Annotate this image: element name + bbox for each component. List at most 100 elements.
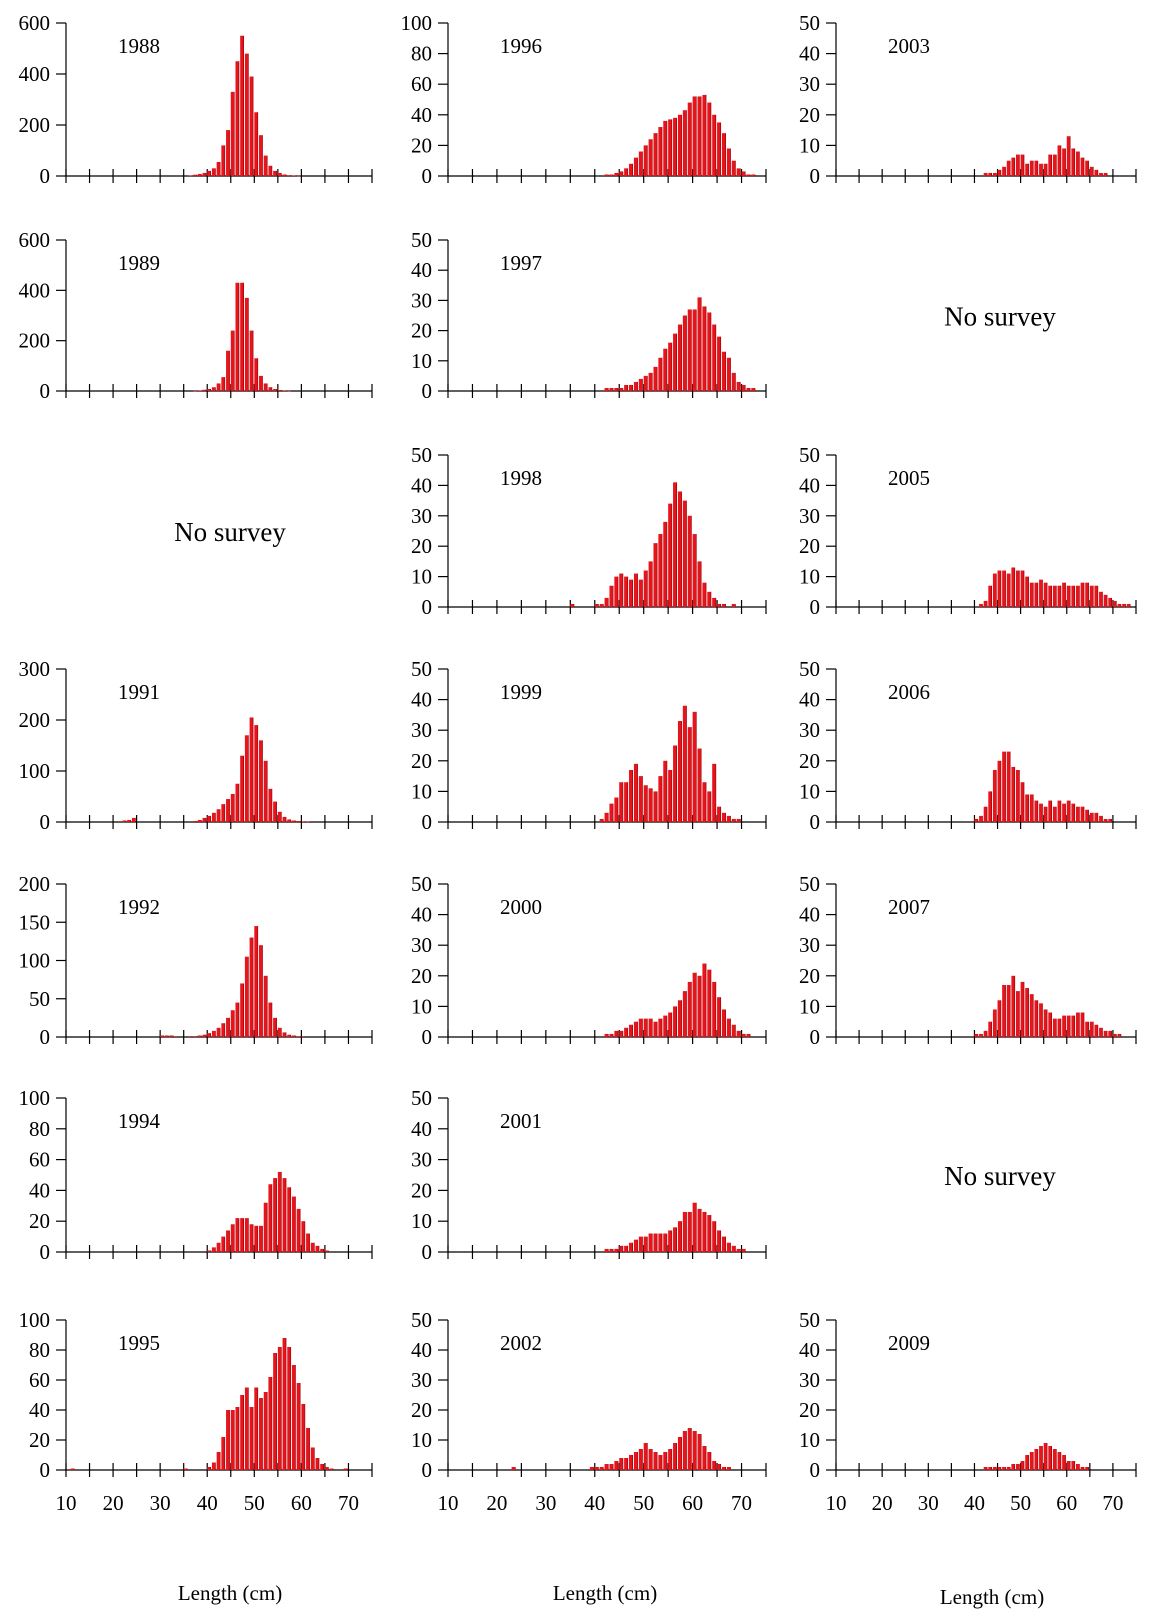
bar — [1011, 766, 1015, 822]
bar — [668, 1012, 672, 1037]
bar — [692, 1202, 697, 1252]
bar — [633, 381, 638, 391]
bar — [193, 174, 197, 176]
bar — [619, 1030, 623, 1037]
bar — [1089, 166, 1094, 176]
bar — [301, 1221, 305, 1252]
bar — [216, 1027, 221, 1037]
bar — [624, 1245, 628, 1252]
bar — [226, 1230, 230, 1252]
bar — [677, 1437, 682, 1470]
bar — [599, 1467, 604, 1470]
bar — [712, 763, 716, 822]
bar — [974, 1033, 978, 1037]
bar — [174, 1036, 178, 1037]
bar — [633, 157, 638, 176]
x-tick-label: 40 — [964, 1491, 985, 1515]
y-tick-label: 30 — [411, 288, 432, 312]
bar — [1025, 988, 1029, 1037]
x-tick-label: 50 — [633, 1491, 654, 1515]
y-tick-label: 200 — [19, 329, 51, 353]
bar — [1080, 157, 1085, 176]
bar — [282, 816, 287, 822]
bar — [1066, 585, 1071, 607]
bar — [682, 705, 687, 822]
y-tick-label: 0 — [422, 164, 433, 188]
bar — [1076, 1464, 1080, 1470]
y-tick-label: 10 — [411, 1209, 432, 1233]
bar — [609, 387, 614, 391]
bar — [697, 1434, 702, 1470]
panel-1998: 0 10 20 30 40 50 1998 — [411, 443, 767, 619]
bar — [202, 389, 207, 391]
y-tick-label: 100 — [19, 759, 51, 783]
y-tick-label: 30 — [411, 1148, 432, 1172]
bar — [721, 1009, 726, 1037]
bar — [1076, 151, 1080, 176]
bar — [692, 96, 697, 176]
bar — [707, 969, 711, 1037]
bar — [707, 1452, 711, 1470]
bar — [263, 1392, 268, 1470]
bar — [244, 297, 249, 391]
year-label: 1995 — [118, 1331, 160, 1355]
bar — [240, 1395, 244, 1470]
bar — [717, 122, 721, 176]
bar — [604, 1248, 609, 1252]
bar — [638, 776, 643, 822]
y-tick-label: 40 — [799, 688, 820, 712]
no-survey-label: No survey — [174, 517, 286, 547]
bar — [633, 1239, 638, 1252]
x-axis-label-col-3: Length (cm) — [940, 1585, 1044, 1609]
panel-1999: 0 10 20 30 40 50 1999 — [411, 657, 767, 834]
y-tick-label: 30 — [411, 933, 432, 957]
bar — [988, 172, 992, 176]
bar — [609, 1248, 614, 1252]
bar — [717, 1464, 721, 1470]
y-tick-label: 20 — [799, 964, 820, 988]
bar — [306, 1428, 310, 1470]
bar — [1057, 145, 1061, 176]
bar — [197, 390, 202, 392]
bar — [1043, 806, 1048, 822]
bar — [1048, 154, 1052, 176]
bar — [1048, 800, 1052, 822]
panel-1992: 0 50 100 150 200 1992 — [19, 872, 373, 1049]
bar — [1103, 1030, 1108, 1037]
bar — [1085, 582, 1089, 607]
bar — [254, 725, 258, 822]
bar — [736, 1248, 741, 1252]
bar — [268, 1377, 272, 1470]
bar — [226, 1017, 230, 1037]
bar — [1020, 981, 1025, 1037]
x-tick-label: 10 — [56, 1491, 77, 1515]
bar — [638, 1018, 643, 1037]
bar — [1117, 1033, 1121, 1037]
x-tick-label: 70 — [1102, 1491, 1123, 1515]
bar — [614, 1030, 619, 1037]
bar — [663, 120, 667, 176]
bar — [697, 748, 702, 822]
bar — [1011, 975, 1015, 1037]
bar — [1052, 806, 1057, 822]
bar — [1020, 782, 1025, 822]
bar — [682, 1211, 687, 1252]
bar — [226, 799, 230, 822]
bar — [736, 168, 741, 176]
year-label: 2001 — [500, 1109, 542, 1133]
bar — [629, 769, 633, 822]
y-tick-label: 100 — [19, 949, 51, 973]
y-tick-label: 30 — [411, 1368, 432, 1392]
y-tick-label: 40 — [799, 473, 820, 497]
bar — [1071, 803, 1075, 822]
bar — [638, 1449, 643, 1470]
bar — [992, 769, 997, 822]
bar — [673, 1443, 677, 1470]
y-tick-label: 80 — [411, 42, 432, 66]
bar — [648, 139, 653, 176]
bar — [629, 1024, 633, 1037]
bar — [983, 172, 988, 176]
bar — [235, 282, 239, 391]
panel-grid: 0200400600198802004006001989010020030019… — [19, 11, 1137, 1515]
bar — [1016, 570, 1020, 607]
